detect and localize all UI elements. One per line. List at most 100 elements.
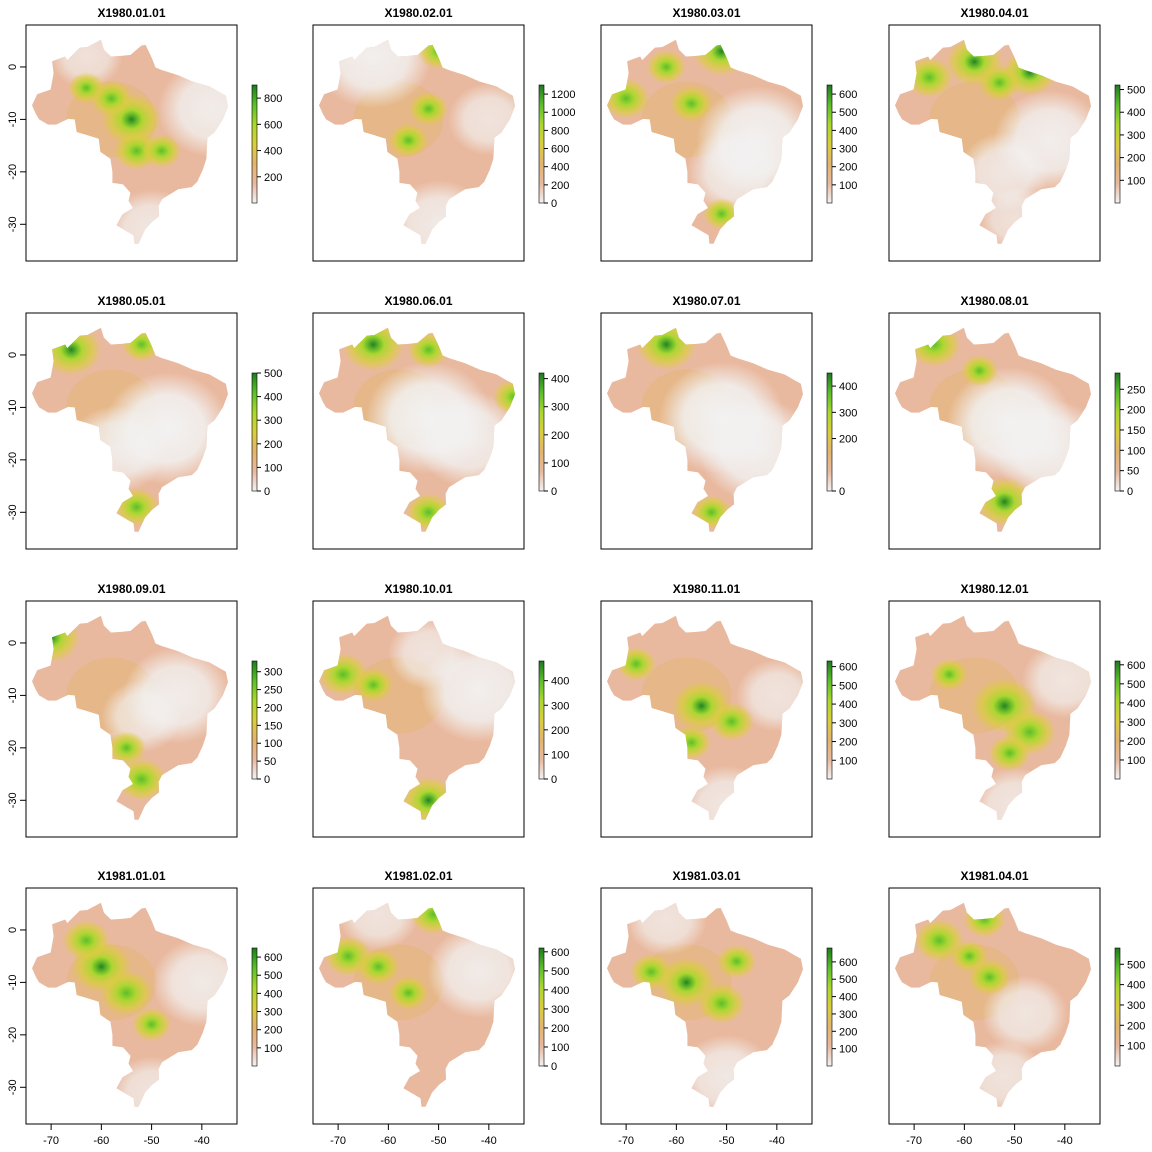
legend-tick-label: 300 xyxy=(839,1009,857,1021)
precipitation-field xyxy=(895,902,1091,1107)
y-tick-label: 0 xyxy=(7,927,19,933)
wet-region xyxy=(963,902,1006,938)
color-legend: 100 200 300 400 500 600 xyxy=(826,660,857,780)
map-panel: X1980.08.01 0 50 100 150 200 250 xyxy=(888,294,1145,550)
wet-region xyxy=(408,92,449,126)
dry-region xyxy=(157,60,228,157)
dry-region xyxy=(964,1040,1046,1107)
wet-region xyxy=(709,702,754,741)
legend-tick-label: 1200 xyxy=(551,89,575,101)
x-tick-label: -50 xyxy=(1007,1135,1023,1147)
dry-region xyxy=(698,397,803,502)
legend-tick-label: 250 xyxy=(264,685,282,697)
precipitation-field xyxy=(607,327,803,532)
map-panel: X1981.01.01 0 -10 -20 -30 -70 -60 -50 -40 100 200 3… xyxy=(7,869,282,1147)
wet-region xyxy=(630,953,673,990)
legend-tick-label: 0 xyxy=(551,1061,557,1073)
dry-region xyxy=(106,189,197,244)
legend-tick-label: 150 xyxy=(264,720,282,732)
wet-core xyxy=(40,628,62,648)
wet-region xyxy=(106,730,147,765)
legend-tick-label: 200 xyxy=(1127,405,1145,417)
legend-tick-label: 200 xyxy=(264,439,282,451)
wet-core xyxy=(655,334,678,355)
precipitation-field xyxy=(895,39,1091,244)
legend-tick-label: 600 xyxy=(264,119,282,131)
legend-tick-label: 200 xyxy=(264,702,282,714)
legend-tick-label: 400 xyxy=(839,381,857,393)
legend-tick-label: 800 xyxy=(264,93,282,105)
legend-colorbar xyxy=(1114,84,1121,204)
legend-tick-label: 500 xyxy=(1127,85,1145,97)
wet-region xyxy=(988,735,1031,772)
plot-frame xyxy=(25,24,238,262)
wet-region xyxy=(697,983,746,1024)
map-panel: X1980.03.01 100 200 300 400 500 600 xyxy=(600,6,857,262)
y-tick-label: 0 xyxy=(7,352,19,358)
x-tick-label: -60 xyxy=(956,1135,972,1147)
legend-tick-label: 400 xyxy=(551,676,569,688)
legend-tick-label: 400 xyxy=(551,162,569,174)
wet-core xyxy=(676,972,697,993)
legend-tick-label: 500 xyxy=(839,107,857,119)
legend-colorbar xyxy=(538,84,545,204)
legend-tick-label: 600 xyxy=(1127,660,1145,672)
wet-core xyxy=(90,956,113,977)
panel-title: X1980.04.01 xyxy=(960,6,1028,20)
precipitation-field xyxy=(895,327,1091,532)
x-tick-label: -70 xyxy=(906,1135,922,1147)
color-legend: 0 100 200 300 400 xyxy=(538,660,569,786)
precipitation-field xyxy=(607,39,803,244)
wet-core xyxy=(964,52,985,72)
legend-tick-label: 500 xyxy=(1127,679,1145,691)
dry-region xyxy=(111,1056,193,1107)
legend-colorbar xyxy=(251,947,258,1067)
panel-title: X1980.05.01 xyxy=(97,294,165,308)
panel-title: X1980.02.01 xyxy=(384,6,452,20)
wet-region xyxy=(671,725,712,760)
legend-tick-label: 200 xyxy=(839,434,857,446)
wet-core xyxy=(992,695,1017,717)
map-panel: X1980.07.01 0 200 300 400 xyxy=(600,294,857,550)
wet-region xyxy=(100,970,153,1016)
y-tick-label: -20 xyxy=(7,1027,19,1043)
legend-tick-label: 1000 xyxy=(551,107,575,119)
wet-region xyxy=(616,647,656,681)
x-tick-label: -60 xyxy=(668,1135,684,1147)
legend-tick-label: 300 xyxy=(1127,130,1145,142)
legend-tick-label: 400 xyxy=(839,125,857,137)
color-legend: 0 100 200 300 400 500 600 xyxy=(538,947,569,1073)
x-tick-label: -40 xyxy=(194,1135,210,1147)
legend-tick-label: 400 xyxy=(839,992,857,1004)
legend-colorbar xyxy=(1114,660,1121,780)
legend-tick-label: 200 xyxy=(1127,736,1145,748)
wet-region xyxy=(646,50,687,84)
wet-region xyxy=(407,331,450,368)
wet-region xyxy=(716,944,757,979)
legend-tick-label: 600 xyxy=(551,144,569,156)
color-legend: 200 400 600 800 xyxy=(251,84,282,204)
legend-tick-label: 0 xyxy=(839,486,845,498)
x-tick-label: -60 xyxy=(93,1135,109,1147)
wet-region xyxy=(914,919,965,962)
legend-tick-label: 600 xyxy=(839,957,857,969)
x-tick-label: -50 xyxy=(719,1135,735,1147)
y-tick-label: 0 xyxy=(7,64,19,70)
wet-region xyxy=(417,39,460,70)
dry-region xyxy=(971,767,1058,820)
legend-tick-label: 150 xyxy=(1127,425,1145,437)
legend-tick-label: 200 xyxy=(264,172,282,184)
y-tick-label: -30 xyxy=(7,792,19,808)
legend-tick-label: 300 xyxy=(551,1004,569,1016)
wet-region xyxy=(905,57,953,98)
wet-region xyxy=(353,668,393,702)
wet-region xyxy=(131,1007,172,1042)
panel-title: X1981.04.01 xyxy=(960,869,1028,883)
wet-region xyxy=(32,615,80,663)
precipitation-field xyxy=(32,902,228,1107)
wet-region xyxy=(930,658,968,691)
legend-tick-label: 100 xyxy=(839,180,857,192)
color-legend: 0 50 100 150 200 250 300 xyxy=(251,660,282,786)
color-legend: 0 200 400 600 800 1000 1200 xyxy=(538,84,575,210)
legend-tick-label: 300 xyxy=(264,1007,282,1019)
